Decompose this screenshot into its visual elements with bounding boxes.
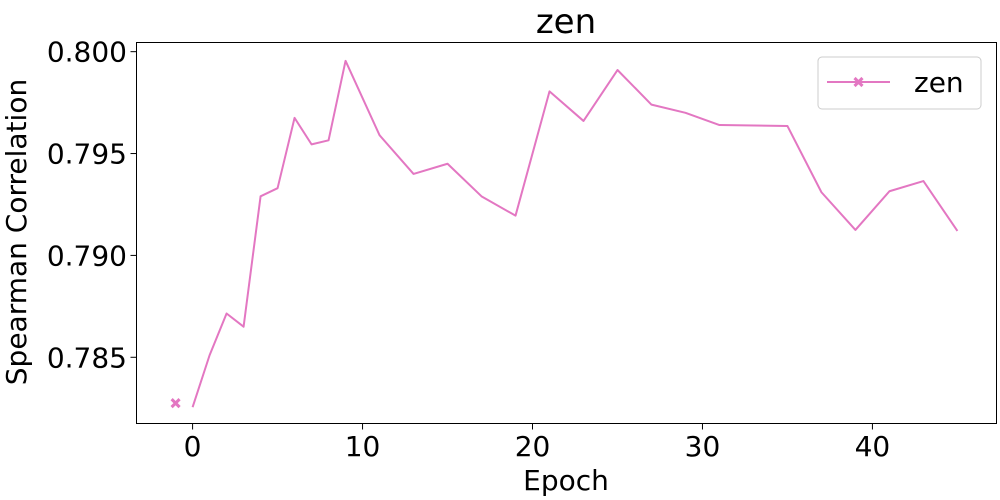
x-tick-label: 30 (685, 430, 721, 463)
legend-box (817, 56, 982, 110)
y-tick-label: 0.795 (47, 138, 127, 171)
legend-marker-zen (853, 76, 864, 88)
series-line-zen (191, 59, 959, 408)
x-tick-label: 0 (184, 430, 202, 463)
plot-frame (136, 42, 997, 424)
y-tick-label: 0.785 (47, 341, 127, 374)
series-marker-zen (170, 398, 181, 409)
x-tick-label: 20 (515, 430, 551, 463)
x-axis-label: Epoch (523, 464, 609, 497)
y-axis: 0.785 0.790 0.795 0.800 (47, 36, 137, 374)
legend-label: zen (914, 66, 964, 99)
y-tick-label: 0.790 (47, 239, 127, 272)
x-axis: 0 10 20 30 40 (184, 423, 891, 463)
x-tick-label: 40 (855, 430, 891, 463)
chart-title: zen (536, 2, 596, 42)
plot-area (170, 59, 959, 409)
legend: zen (817, 56, 982, 110)
y-tick-label: 0.800 (47, 36, 127, 69)
y-axis-label: Spearman Correlation (0, 79, 33, 385)
x-tick-label: 10 (345, 430, 381, 463)
